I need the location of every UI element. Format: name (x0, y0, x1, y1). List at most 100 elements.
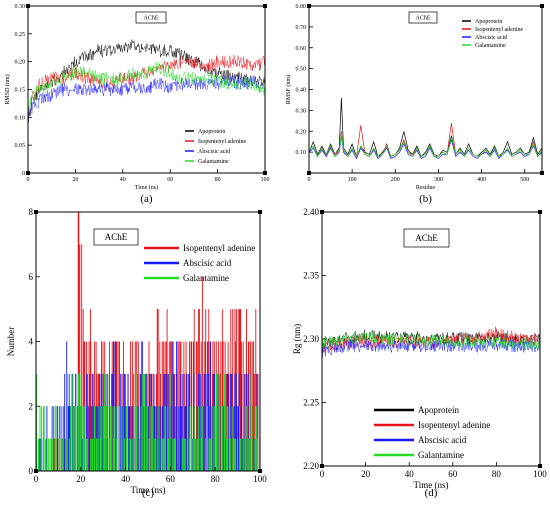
y-tick-label: 0.10 (15, 115, 26, 121)
x-tick-label: 40 (121, 474, 131, 484)
y-tick-label: 2.25 (303, 398, 319, 408)
y-tick-label: 0 (22, 171, 25, 177)
y-tick-label: 0.10 (296, 150, 307, 156)
chart-title: AChE (415, 233, 438, 243)
legend-label: Isopentenyl adenine (183, 243, 255, 253)
x-tick-label: 80 (492, 469, 502, 479)
legend-label: Abscisic acid (475, 35, 507, 41)
legend-label: Abscisic acid (183, 258, 232, 268)
chart-title-box (403, 228, 450, 248)
corner-marker (258, 210, 262, 214)
x-tick-label: 40 (120, 177, 126, 183)
panel-b: 0 100 200 300 400 500 0.10 0.20 0.30 0.40 0.50 0.60… (285, 4, 544, 205)
x-axis-label: Time (ns) (414, 480, 449, 490)
y-axis-label: RMSF (nm) (285, 75, 292, 104)
x-tick-label: 400 (477, 177, 486, 183)
chart-title-box (408, 11, 438, 24)
y-tick-label: 2.20 (303, 461, 319, 471)
corner-marker (540, 171, 544, 175)
legend-label: Isopentenyl adenine (475, 27, 523, 33)
legend-label: Galantamine (183, 273, 229, 283)
y-tick-label: 0.30 (296, 108, 307, 114)
plot-area (309, 97, 542, 160)
plot-area (28, 39, 265, 123)
y-tick-label: 0.25 (15, 32, 26, 38)
chart-title: AChE (144, 16, 159, 22)
y-tick-label: 6 (29, 272, 34, 282)
y-tick-label: 2 (29, 401, 34, 411)
y-tick-label: 0 (29, 466, 34, 476)
x-axis-label: Time (ns) (135, 184, 158, 191)
y-tick-label: 0.70 (296, 25, 307, 31)
y-tick-label: 0.80 (296, 4, 307, 10)
x-tick-label: 0 (320, 469, 325, 479)
y-tick-label: 0.15 (15, 88, 26, 94)
legend-label: Abscisic acid (198, 149, 230, 155)
plot-area (322, 326, 540, 358)
legend-label: Isopentenyl adenine (198, 139, 246, 145)
x-tick-label: 0 (27, 177, 30, 183)
y-tick-label: 2.30 (303, 334, 319, 344)
chart-title-box (93, 228, 139, 246)
x-tick-label: 80 (215, 177, 221, 183)
series-galantamine (322, 331, 540, 351)
x-tick-label: 60 (166, 474, 176, 484)
x-tick-label: 100 (533, 469, 547, 479)
x-axis-label: Time (ns) (131, 485, 166, 495)
x-tick-label: 200 (391, 177, 400, 183)
series-galantamine (309, 133, 542, 158)
series-apoprotein (309, 97, 542, 158)
y-axis-label: RMSD (nm) (4, 74, 11, 104)
x-tick-label: 40 (405, 469, 415, 479)
x-tick-label: 60 (167, 177, 173, 183)
y-tick-label: 0.20 (296, 129, 307, 135)
panel-caption: (c) (142, 487, 155, 499)
panel-a: 0 20 40 60 80 100 0 0.05 0.10 0.15 0.20 0.25 0.30 Tim… (4, 4, 270, 205)
x-tick-label: 0 (308, 177, 311, 183)
legend-label: Galantamine (475, 43, 506, 49)
x-tick-label: 100 (253, 474, 267, 484)
chart-title: AChE (416, 16, 431, 22)
legend-label: Apoprotein (418, 405, 459, 415)
panel-c: 0 20 40 60 80 100 0 2 4 6 8 Time (ns) Number AChE Isop… (6, 207, 267, 499)
y-tick-label: 0.20 (15, 60, 26, 66)
x-tick-label: 20 (361, 469, 371, 479)
legend-label: Galantamine (418, 450, 464, 460)
x-tick-label: 500 (520, 177, 529, 183)
series-abscisic-acid (309, 135, 542, 160)
corner-marker (540, 4, 544, 8)
x-tick-label: 0 (34, 474, 39, 484)
x-tick-label: 80 (211, 474, 221, 484)
chart-title: AChE (105, 232, 128, 242)
chart-title-box (135, 11, 167, 24)
y-tick-label: 0.30 (15, 4, 26, 10)
y-tick-label: 0.05 (15, 143, 26, 149)
y-axis-label: Rg (nm) (292, 324, 302, 354)
corner-marker (538, 210, 542, 214)
legend-label: Isopentenyl adenine (418, 420, 490, 430)
x-tick-label: 300 (434, 177, 443, 183)
x-tick-label: 60 (448, 469, 458, 479)
panel-caption: (a) (140, 193, 153, 205)
corner-marker (263, 4, 267, 8)
panel-caption: (d) (425, 487, 438, 499)
y-axis-label: Number (6, 327, 16, 357)
y-tick-label: 2.40 (303, 207, 319, 217)
legend-label: Galantamine (198, 159, 229, 165)
series-galantamine (28, 61, 265, 114)
legend-label: Abscisic acid (418, 435, 467, 445)
y-tick-label: 4 (29, 337, 34, 347)
x-tick-label: 100 (348, 177, 357, 183)
y-tick-label: 0.50 (296, 67, 307, 73)
x-tick-label: 20 (76, 474, 86, 484)
x-tick-label: 100 (261, 177, 270, 183)
y-tick-label: 0.40 (296, 88, 307, 94)
panel-d: 0 20 40 60 80 100 2.20 2.25 2.30 2.35 2.40 Time (ns… (292, 207, 547, 499)
x-tick-label: 20 (72, 177, 78, 183)
panel-caption: (b) (419, 193, 432, 205)
legend-label: Apoprotein (475, 19, 502, 25)
y-tick-label: 0.60 (296, 46, 307, 52)
y-tick-label: 2.35 (303, 271, 319, 281)
y-tick-label: 8 (29, 207, 34, 217)
